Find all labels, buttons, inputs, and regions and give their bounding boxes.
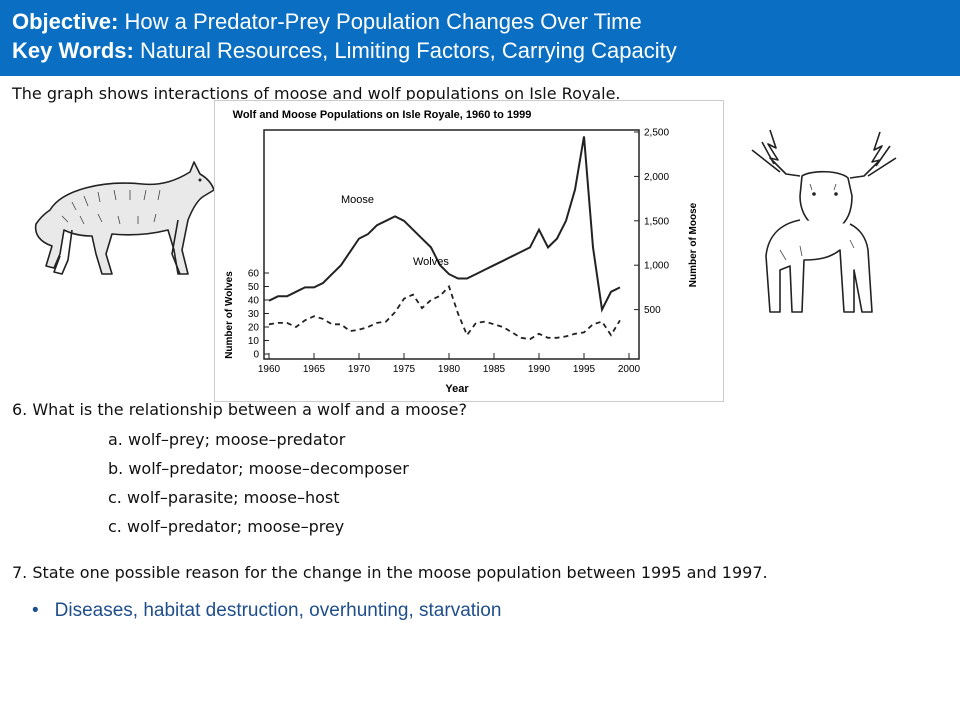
- right-tick-label: 2,000: [644, 172, 669, 183]
- left-tick-label: 30: [248, 309, 260, 320]
- x-tick-label: 1975: [393, 364, 416, 375]
- chart-border: [214, 100, 724, 402]
- x-axis-label: Year: [445, 383, 469, 395]
- x-tick-label: 1985: [483, 364, 506, 375]
- left-tick-label: 10: [248, 336, 260, 347]
- intro-text: The graph shows interactions of moose an…: [12, 84, 621, 103]
- wolf-icon: [34, 161, 215, 275]
- x-axis-ticks: 1960 1965 1970 1975 1980 1985 1990 1995 2000: [258, 353, 641, 375]
- objective-label: Objective:: [12, 9, 119, 34]
- left-axis-label: Number of Wolves: [224, 271, 235, 359]
- left-tick-label: 20: [248, 323, 260, 334]
- wolves-series-line: [268, 284, 621, 341]
- moose-icon: [751, 129, 897, 313]
- answer-bullet-item: • Diseases, habitat destruction, overhunt…: [32, 600, 501, 622]
- q6-option-a: a. wolf–prey; moose–predator: [108, 430, 346, 449]
- wolves-annotation: Wolves: [413, 256, 449, 268]
- population-chart: Wolf and Moose Populations on Isle Royal…: [214, 100, 724, 402]
- left-tick-label: 60: [248, 269, 260, 280]
- objective-line: Objective: How a Predator-Prey Populatio…: [12, 7, 960, 36]
- x-tick-label: 1980: [438, 364, 461, 375]
- question-7: 7. State one possible reason for the cha…: [12, 563, 768, 582]
- header-banner: Objective: How a Predator-Prey Populatio…: [0, 0, 960, 76]
- right-tick-label: 2,500: [644, 128, 669, 139]
- keywords-line: Key Words: Natural Resources, Limiting F…: [12, 36, 960, 65]
- q6-option-d: c. wolf–predator; moose–prey: [108, 517, 345, 536]
- left-tick-label: 50: [248, 282, 260, 293]
- moose-annotation: Moose: [341, 194, 374, 206]
- left-axis-ticks: 0 10 20 30 40 50 60: [248, 269, 269, 361]
- q6-option-b: b. wolf–predator; moose–decomposer: [108, 459, 409, 478]
- moose-series-line: [268, 136, 621, 313]
- right-axis-label: Number of Moose: [688, 202, 699, 287]
- objective-text: How a Predator-Prey Population Changes O…: [124, 9, 642, 34]
- x-tick-label: 1960: [258, 364, 281, 375]
- right-tick-label: 1,000: [644, 261, 669, 272]
- question-6: 6. What is the relationship between a wo…: [12, 400, 467, 419]
- x-tick-label: 1965: [303, 364, 326, 375]
- left-tick-label: 40: [248, 296, 260, 307]
- keywords-text: Natural Resources, Limiting Factors, Car…: [139, 38, 677, 63]
- right-tick-label: 500: [644, 305, 661, 316]
- bullet-icon: •: [32, 600, 39, 621]
- left-tick-label: 0: [253, 350, 259, 361]
- keywords-label: Key Words:: [12, 38, 134, 63]
- x-tick-label: 1995: [573, 364, 596, 375]
- right-axis-ticks: 500 1,000 1,500 2,000 2,500: [634, 128, 669, 316]
- answer-text: Diseases, habitat destruction, overhunti…: [54, 600, 502, 621]
- x-tick-label: 1990: [528, 364, 551, 375]
- chart-title: Wolf and Moose Populations on Isle Royal…: [233, 109, 532, 121]
- right-tick-label: 1,500: [644, 216, 669, 227]
- plot-area: [263, 129, 640, 360]
- q6-option-c: c. wolf–parasite; moose–host: [108, 488, 340, 507]
- x-tick-label: 2000: [618, 364, 641, 375]
- x-tick-label: 1970: [348, 364, 371, 375]
